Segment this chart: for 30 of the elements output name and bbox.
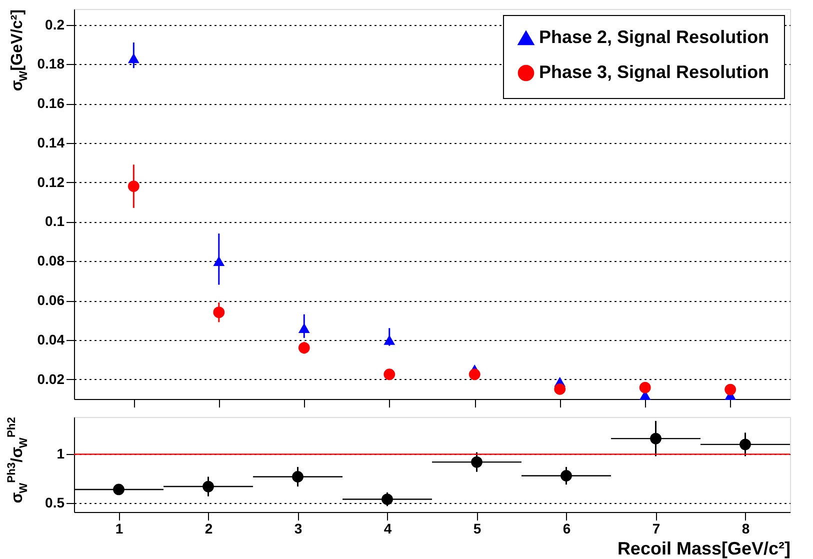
y-tick-label: 0.04	[37, 331, 65, 348]
y-tick-label: 0.02	[37, 370, 65, 387]
x-tick-label: 1	[115, 520, 124, 536]
x-tick-label: 8	[742, 520, 750, 536]
y-tick-label: 0.5	[45, 494, 65, 511]
legend-label: Phase 2, Signal Resolution	[539, 27, 770, 47]
y-tick-label: 0.18	[37, 56, 65, 72]
x-tick-label: 5	[473, 520, 482, 536]
point	[384, 368, 396, 380]
y-tick-label: 0.08	[37, 252, 65, 269]
y-tick-label: 1	[56, 446, 65, 462]
y-tick-label: 0.1	[45, 213, 65, 230]
x-axis-title: Recoil Mass[GeV/c²]	[617, 538, 790, 558]
point	[554, 383, 566, 395]
point	[724, 384, 736, 396]
x-tick-label: 7	[652, 520, 660, 536]
x-tick-label: 3	[294, 520, 302, 536]
legend-label: Phase 3, Signal Resolution	[539, 62, 770, 82]
y-tick-label: 0.06	[37, 292, 65, 308]
y-axis-title: σWPh3/σWPh2	[6, 417, 30, 504]
y-axis-title: σW[GeV/c²]	[9, 9, 30, 92]
x-tick-label: 6	[562, 520, 571, 536]
point	[468, 368, 480, 380]
y-tick-label: 0.12	[37, 174, 65, 190]
x-tick-label: 4	[384, 520, 392, 536]
y-tick-label: 0.2	[45, 16, 65, 32]
x-tick-label: 2	[204, 520, 213, 536]
point	[639, 382, 651, 394]
y-tick-label: 0.16	[37, 95, 65, 112]
y-tick-label: 0.14	[37, 134, 65, 150]
